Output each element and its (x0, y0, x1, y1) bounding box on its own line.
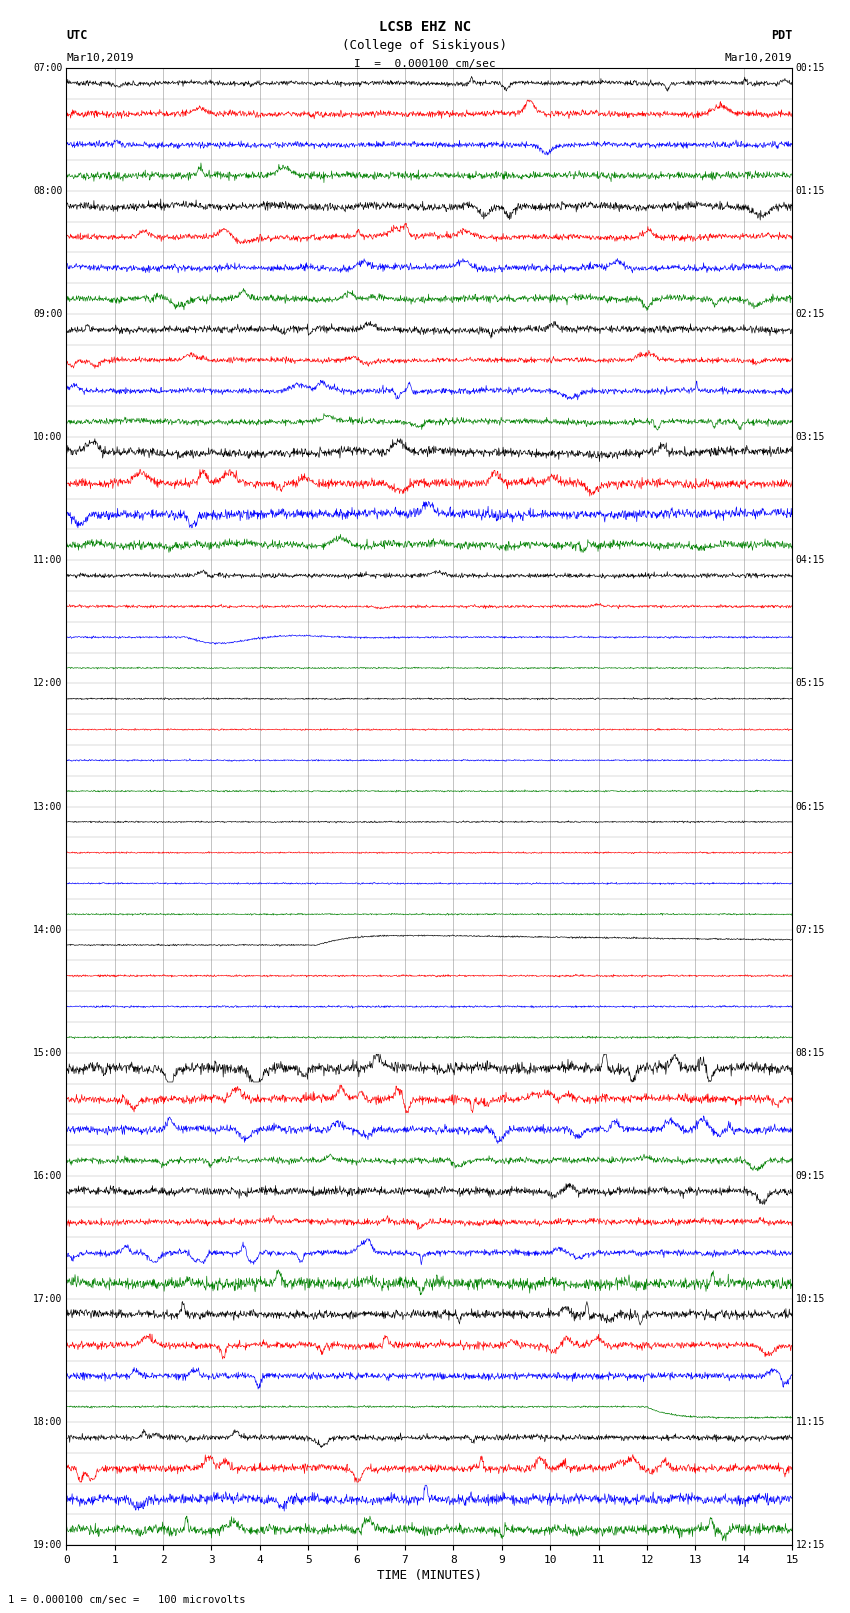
Text: UTC: UTC (66, 29, 88, 42)
Text: 08:15: 08:15 (796, 1048, 825, 1058)
Text: 10:15: 10:15 (796, 1294, 825, 1303)
Text: 19:00: 19:00 (33, 1540, 63, 1550)
Text: Mar10,2019: Mar10,2019 (725, 53, 792, 63)
Text: 12:15: 12:15 (796, 1540, 825, 1550)
Text: 02:15: 02:15 (796, 310, 825, 319)
X-axis label: TIME (MINUTES): TIME (MINUTES) (377, 1569, 482, 1582)
Text: 09:00: 09:00 (33, 310, 63, 319)
Text: 08:00: 08:00 (33, 185, 63, 195)
Text: I  =  0.000100 cm/sec: I = 0.000100 cm/sec (354, 60, 496, 69)
Text: LCSB EHZ NC: LCSB EHZ NC (379, 19, 471, 34)
Text: 17:00: 17:00 (33, 1294, 63, 1303)
Text: 13:00: 13:00 (33, 802, 63, 811)
Text: 11:15: 11:15 (796, 1418, 825, 1428)
Text: 03:15: 03:15 (796, 432, 825, 442)
Text: 00:15: 00:15 (796, 63, 825, 73)
Text: 05:15: 05:15 (796, 679, 825, 689)
Text: 01:15: 01:15 (796, 185, 825, 195)
Text: (College of Siskiyous): (College of Siskiyous) (343, 39, 507, 52)
Text: 11:00: 11:00 (33, 555, 63, 565)
Text: 18:00: 18:00 (33, 1418, 63, 1428)
Text: 1 = 0.000100 cm/sec =   100 microvolts: 1 = 0.000100 cm/sec = 100 microvolts (8, 1595, 246, 1605)
Text: PDT: PDT (771, 29, 792, 42)
Text: Mar10,2019: Mar10,2019 (66, 53, 133, 63)
Text: 06:15: 06:15 (796, 802, 825, 811)
Text: 10:00: 10:00 (33, 432, 63, 442)
Text: 14:00: 14:00 (33, 924, 63, 934)
Text: 07:00: 07:00 (33, 63, 63, 73)
Text: 12:00: 12:00 (33, 679, 63, 689)
Text: 16:00: 16:00 (33, 1171, 63, 1181)
Text: 15:00: 15:00 (33, 1048, 63, 1058)
Text: 04:15: 04:15 (796, 555, 825, 565)
Text: 07:15: 07:15 (796, 924, 825, 934)
Text: 09:15: 09:15 (796, 1171, 825, 1181)
